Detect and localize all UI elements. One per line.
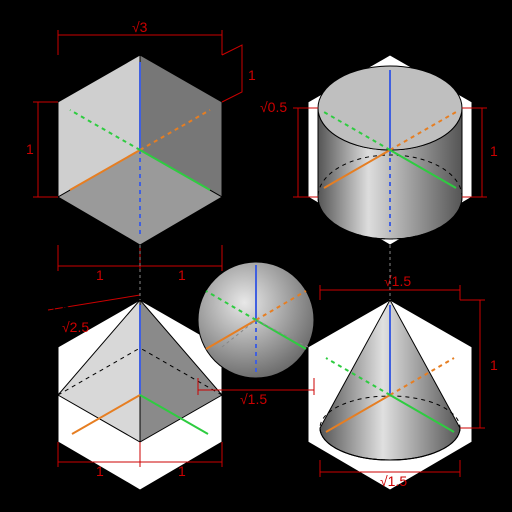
- cube-panel: √3 1 1 1 1: [26, 19, 256, 283]
- cyl-dim-left: √0.5: [260, 99, 287, 115]
- solids-diagram: √3 1 1 1 1 √0.5 1 √2.5 1.5 1 1: [0, 0, 512, 512]
- cube-dim-rside: 1: [248, 67, 256, 83]
- pyr-dim-bot2: 1: [178, 463, 186, 479]
- pyramid-panel: √2.5 1.5 1 1: [48, 295, 222, 490]
- cube-dim-bot1: 1: [96, 267, 104, 283]
- cube-dim-bot2: 1: [178, 267, 186, 283]
- pyr-dim-bot1: 1: [96, 463, 104, 479]
- pyr-dim-slant2: 1.5: [50, 303, 70, 319]
- cube-dim-left: 1: [26, 141, 34, 157]
- cone-dim-top: √1.5: [384, 273, 411, 289]
- cyl-dim-right: 1: [490, 143, 498, 159]
- cube-dim-top: √3: [132, 19, 148, 35]
- cylinder-panel: √0.5 1: [260, 55, 498, 245]
- cone-panel: √1.5 1 √1.5: [308, 273, 498, 490]
- sph-dim-bot: √1.5: [240, 391, 267, 407]
- cone-dim-bot: √1.5: [380, 473, 407, 489]
- pyr-dim-slant: √2.5: [62, 319, 89, 335]
- cone-dim-right: 1: [490, 357, 498, 373]
